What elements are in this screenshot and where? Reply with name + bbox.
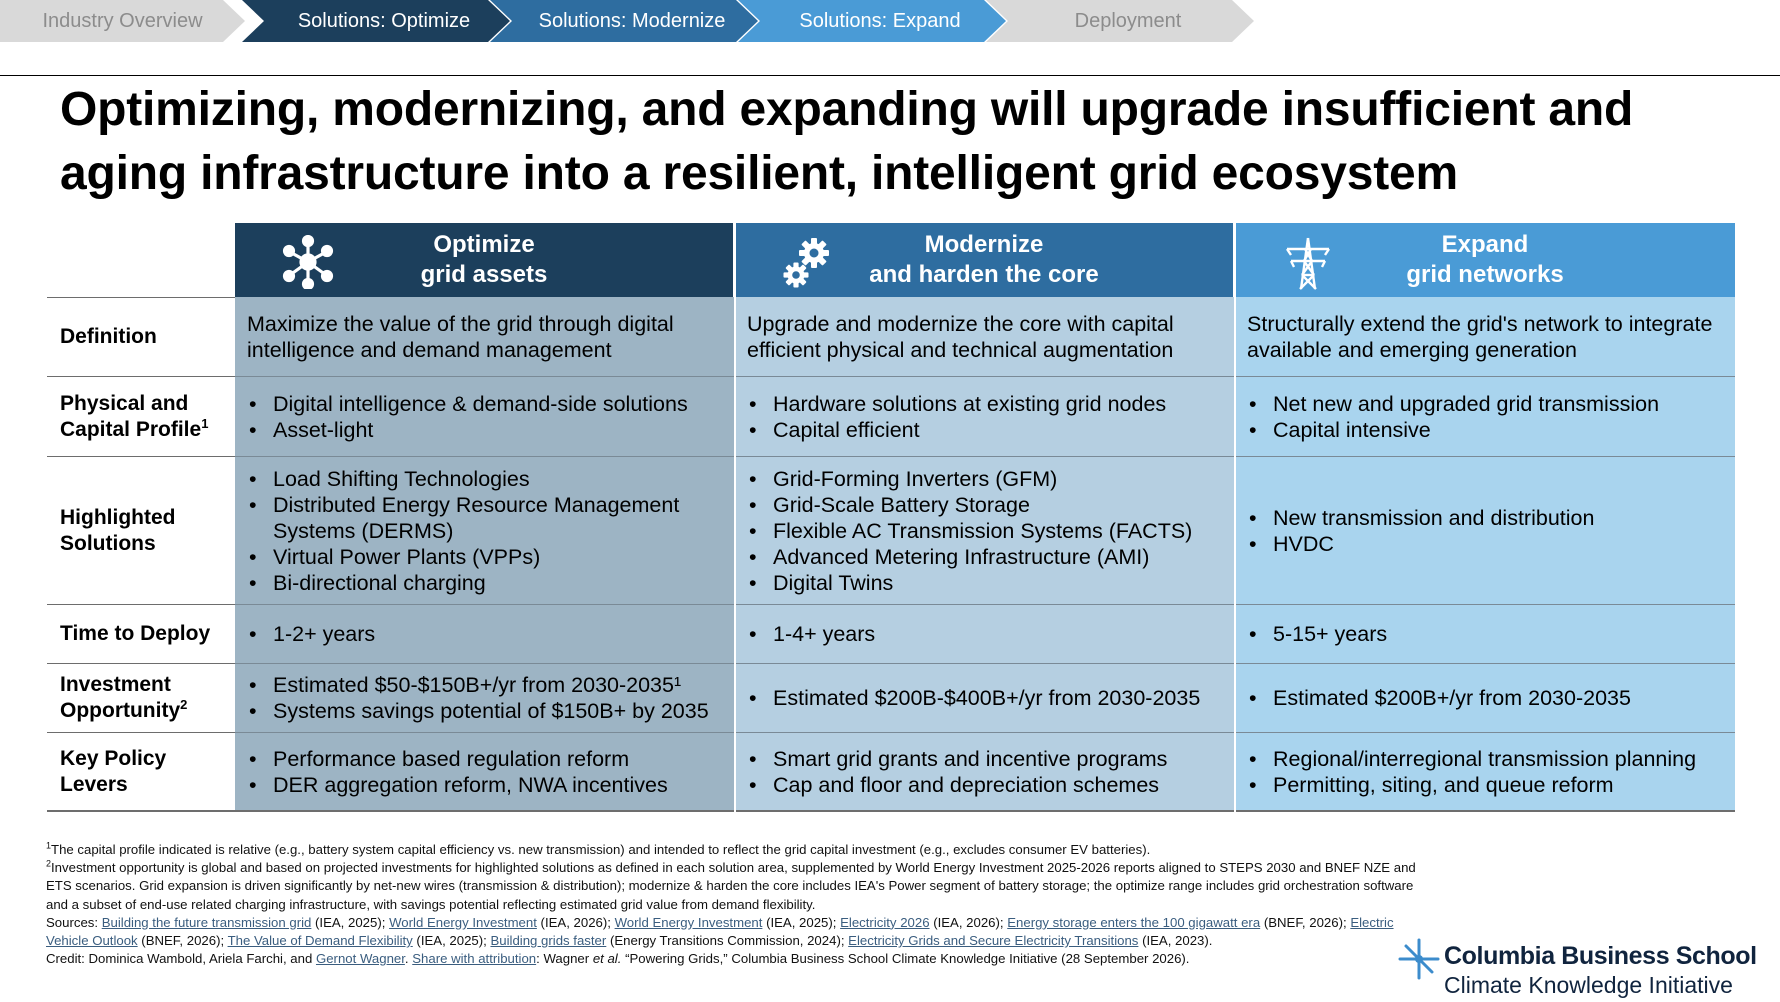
list-item: Digital intelligence & demand-side solut…	[247, 391, 688, 417]
list-item: Smart grid grants and incentive programs	[747, 746, 1167, 772]
column-subtitle-modernize: and harden the core	[869, 261, 1099, 288]
footnote-2: 2Investment opportunity is global and ba…	[46, 858, 1416, 912]
list-item: Systems savings potential of $150B+ by 2…	[247, 698, 709, 724]
footnotes: 1The capital profile indicated is relati…	[46, 841, 1416, 968]
list-item: DER aggregation reform, NWA incentives	[247, 772, 668, 798]
list-item: Regional/interregional transmission plan…	[1247, 746, 1696, 772]
credit-line: Credit: Dominica Wambold, Ariela Farchi,…	[46, 951, 1190, 967]
source-link[interactable]: Energy storage enters the 100 gigawatt e…	[1007, 914, 1261, 930]
cell-policy-modernize: Smart grid grants and incentive programs…	[735, 733, 1235, 812]
list-item: Cap and floor and depreciation schemes	[747, 772, 1167, 798]
cell-policy-expand: Regional/interregional transmission plan…	[1235, 733, 1735, 812]
column-title-expand: Expand	[1441, 231, 1529, 258]
source-link[interactable]: Building grids faster	[490, 933, 607, 949]
source-link[interactable]: Electric Vehicle Outlook	[46, 914, 1394, 949]
gears-icon	[783, 238, 829, 288]
list-item: Permitting, siting, and queue reform	[1247, 772, 1696, 798]
row-label-highlighted-solutions: Highlighted Solutions	[47, 457, 235, 605]
footnote-ref-2: 2	[180, 697, 188, 712]
brand-logo: Columbia Business School Climate Knowled…	[1398, 938, 1758, 998]
list-item: Flexible AC Transmission Systems (FACTS)	[747, 518, 1192, 544]
list-item: New transmission and distribution	[1247, 505, 1594, 531]
cell-deploy-expand: 5-15+ years	[1235, 605, 1735, 664]
list-item: Asset-light	[247, 417, 688, 443]
nav-step-solutions-optimize[interactable]: Solutions: Optimize	[242, 0, 510, 42]
source-link[interactable]: World Energy Investment	[614, 914, 763, 930]
list-item: 5-15+ years	[1247, 621, 1387, 647]
column-divider	[734, 223, 736, 812]
list-item: Capital intensive	[1247, 417, 1659, 443]
column-divider	[1234, 223, 1236, 812]
author-link[interactable]: Gernot Wagner	[315, 951, 405, 967]
row-label-time-to-deploy: Time to Deploy	[47, 605, 235, 664]
list-item: Advanced Metering Infrastructure (AMI)	[747, 544, 1192, 570]
column-title-optimize: Optimize	[433, 231, 535, 258]
cell-investment-expand: Estimated $200B+/yr from 2030-2035	[1235, 664, 1735, 733]
cell-solutions-modernize: Grid-Forming Inverters (GFM) Grid-Scale …	[735, 457, 1235, 605]
cell-solutions-optimize: Load Shifting Technologies Distributed E…	[235, 457, 735, 605]
share-with-attribution-link[interactable]: Share with attribution	[412, 951, 537, 967]
list-item: Performance based regulation reform	[247, 746, 668, 772]
list-item: Bi-directional charging	[247, 570, 723, 596]
list-item: Load Shifting Technologies	[247, 466, 723, 492]
list-item: Grid-Forming Inverters (GFM)	[747, 466, 1192, 492]
cell-capital-profile-modernize: Hardware solutions at existing grid node…	[735, 377, 1235, 457]
brand-subtitle: Climate Knowledge Initiative	[1444, 972, 1733, 998]
list-item: Estimated $200B-$400B+/yr from 2030-2035	[747, 685, 1200, 711]
row-label-definition: Definition	[47, 297, 235, 377]
footnote-ref-1: 1	[201, 415, 209, 431]
source-link[interactable]: The Value of Demand Flexibility	[227, 933, 413, 949]
cell-definition-optimize: Maximize the value of the grid through d…	[235, 297, 735, 377]
cell-definition-expand: Structurally extend the grid's network t…	[1235, 297, 1735, 377]
column-header-optimize: Optimize grid assets	[235, 223, 733, 297]
nav-divider	[0, 75, 1780, 76]
list-item: Digital Twins	[747, 570, 1192, 596]
page-title: Optimizing, modernizing, and expanding w…	[60, 83, 1634, 200]
source-link[interactable]: World Energy Investment	[389, 914, 537, 930]
list-item: Capital efficient	[747, 417, 1166, 443]
list-item: Estimated $50-$150B+/yr from 2030-2035¹	[247, 672, 709, 698]
column-title-modernize: Modernize	[924, 231, 1044, 258]
nav-step-industry-overview[interactable]: Industry Overview	[0, 0, 245, 42]
list-item: 1-2+ years	[247, 621, 375, 647]
sources-list: Building the future transmission grid (I…	[46, 914, 1394, 949]
list-item: Estimated $200B+/yr from 2030-2035	[1247, 685, 1631, 711]
row-label-policy-levers: Key Policy Levers	[47, 733, 235, 812]
list-item: HVDC	[1247, 531, 1594, 557]
list-item: Distributed Energy Resource Management S…	[247, 492, 723, 544]
list-item: 1-4+ years	[747, 621, 875, 647]
list-item: Net new and upgraded grid transmission	[1247, 391, 1659, 417]
list-item: Virtual Power Plants (VPPs)	[247, 544, 723, 570]
nav-step-solutions-expand[interactable]: Solutions: Expand	[738, 0, 1006, 42]
nav-step-deployment[interactable]: Deployment	[986, 0, 1254, 42]
cell-capital-profile-optimize: Digital intelligence & demand-side solut…	[235, 377, 735, 457]
column-header-expand: Expand grid networks	[1235, 223, 1735, 297]
cell-definition-modernize: Upgrade and modernize the core with capi…	[735, 297, 1235, 377]
cell-solutions-expand: New transmission and distribution HVDC	[1235, 457, 1735, 605]
columbia-crown-icon	[1398, 938, 1440, 980]
source-link[interactable]: Electricity Grids and Secure Electricity…	[848, 933, 1139, 949]
list-item: Hardware solutions at existing grid node…	[747, 391, 1166, 417]
source-link[interactable]: Electricity 2026	[840, 914, 930, 930]
row-label-capital-profile: Physical and Capital Profile1	[47, 377, 235, 457]
column-subtitle-optimize: grid assets	[420, 261, 548, 288]
footnote-1: 1The capital profile indicated is relati…	[46, 840, 1151, 857]
cell-deploy-modernize: 1-4+ years	[735, 605, 1235, 664]
transmission-tower-icon	[1286, 237, 1330, 290]
cell-policy-optimize: Performance based regulation reformDER a…	[235, 733, 735, 812]
cell-deploy-optimize: 1-2+ years	[235, 605, 735, 664]
source-link[interactable]: Building the future transmission grid	[101, 914, 312, 930]
column-header-modernize: Modernize and harden the core	[735, 223, 1233, 297]
nav-step-solutions-modernize[interactable]: Solutions: Modernize	[490, 0, 758, 42]
list-item: Grid-Scale Battery Storage	[747, 492, 1192, 518]
network-hub-icon	[282, 235, 334, 289]
brand-name: Columbia Business School	[1444, 942, 1757, 970]
column-subtitle-expand: grid networks	[1406, 261, 1564, 288]
cell-investment-modernize: Estimated $200B-$400B+/yr from 2030-2035	[735, 664, 1235, 733]
row-label-investment-opportunity: Investment Opportunity2	[47, 664, 235, 733]
process-nav: Industry Overview Solutions: Optimize So…	[0, 0, 1780, 42]
sources: Sources: Building the future transmissio…	[46, 914, 1394, 949]
cell-capital-profile-expand: Net new and upgraded grid transmissionCa…	[1235, 377, 1735, 457]
cell-investment-optimize: Estimated $50-$150B+/yr from 2030-2035¹S…	[235, 664, 735, 733]
